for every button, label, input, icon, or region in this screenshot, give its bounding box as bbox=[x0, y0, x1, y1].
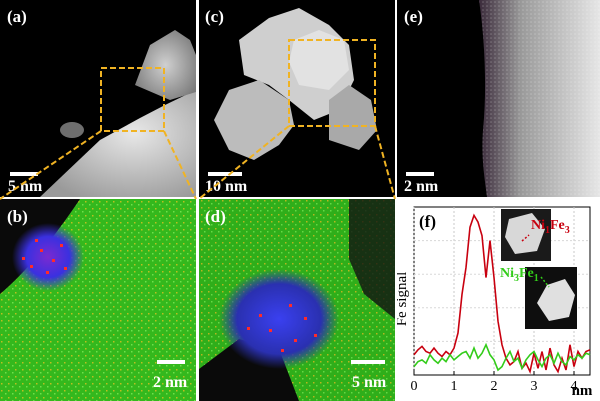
panel-c-scale-bar bbox=[208, 172, 242, 176]
panel-d: (d) 5 nm bbox=[199, 199, 395, 401]
series-line-ni1fe3 bbox=[413, 213, 591, 375]
panel-c-label: (c) bbox=[205, 7, 224, 26]
fe-signal-chart: 0 1 2 3 4 Fe signal nm (f) Ni1Fe3 Ni3Fe1 bbox=[397, 206, 593, 399]
panel-c-image bbox=[214, 8, 377, 160]
panel-d-scale-text: 5 nm bbox=[352, 374, 387, 391]
panel-e-scale-bar bbox=[406, 172, 434, 176]
series-line-ni3fe1 bbox=[413, 342, 591, 372]
x-tick-label: 0 bbox=[411, 379, 418, 394]
panel-a-zoom-box bbox=[100, 67, 165, 132]
panel-b-image bbox=[0, 199, 196, 401]
panel-b-scale-text: 2 nm bbox=[153, 374, 188, 391]
panel-d-image bbox=[199, 199, 395, 401]
chart-y-axis-label: Fe signal bbox=[397, 272, 410, 327]
inset-ni1fe3-label: Ni1Fe3 bbox=[531, 218, 570, 236]
panel-c-particle-4 bbox=[289, 30, 349, 90]
panel-b-scale-bar bbox=[157, 360, 185, 364]
panel-c-particle-3 bbox=[329, 85, 377, 150]
panel-a-label: (a) bbox=[7, 7, 27, 26]
panel-d-scale-bar bbox=[351, 360, 385, 364]
panel-e-label: (e) bbox=[404, 7, 423, 26]
panel-e-lattice bbox=[479, 0, 600, 197]
panel-c: (c) 10 nm bbox=[199, 0, 395, 197]
panel-b-blue-red-cluster bbox=[12, 223, 84, 291]
panel-f-label: (f) bbox=[419, 212, 436, 231]
panel-a-scale-text: 5 nm bbox=[8, 178, 43, 195]
panel-a: (a) 5 nm bbox=[0, 0, 196, 197]
panel-a-particle-top bbox=[135, 30, 196, 100]
chart-x-axis-label: nm bbox=[572, 383, 593, 399]
panel-c-scale-text: 10 nm bbox=[205, 178, 248, 195]
x-tick-label: 4 bbox=[571, 379, 578, 394]
inset-ni3fe1 bbox=[525, 267, 577, 329]
panel-b-red-dots bbox=[22, 239, 67, 274]
panel-a-particle-small bbox=[60, 122, 84, 138]
chart-series-layer bbox=[413, 213, 591, 375]
panel-a-image bbox=[40, 30, 196, 197]
chart-x-ticks: 0 1 2 3 4 bbox=[411, 371, 578, 394]
panel-d-blue-cluster bbox=[219, 269, 339, 369]
panel-a-particle-large bbox=[40, 90, 196, 197]
x-tick-label: 3 bbox=[531, 379, 538, 394]
panel-e: (e) 2 nm bbox=[397, 0, 600, 197]
panel-e-scale-text: 2 nm bbox=[404, 178, 439, 195]
panel-e-image bbox=[479, 0, 600, 197]
inset-ni3fe1-label: Ni3Fe1 bbox=[500, 266, 539, 284]
panel-b: (b) 2 nm bbox=[0, 199, 196, 401]
panel-b-label: (b) bbox=[7, 207, 28, 226]
panel-d-label: (d) bbox=[205, 207, 226, 226]
inset-ni1fe3 bbox=[501, 209, 551, 261]
panel-d-red-dots bbox=[247, 304, 317, 352]
x-tick-label: 2 bbox=[491, 379, 498, 394]
panel-f: 0 1 2 3 4 Fe signal nm (f) Ni1Fe3 Ni3Fe1 bbox=[397, 199, 600, 401]
panel-a-scale-bar bbox=[10, 172, 38, 176]
panel-c-zoom-box bbox=[288, 39, 376, 127]
x-tick-label: 1 bbox=[451, 379, 458, 394]
panel-d-dark-region-right bbox=[349, 199, 395, 319]
